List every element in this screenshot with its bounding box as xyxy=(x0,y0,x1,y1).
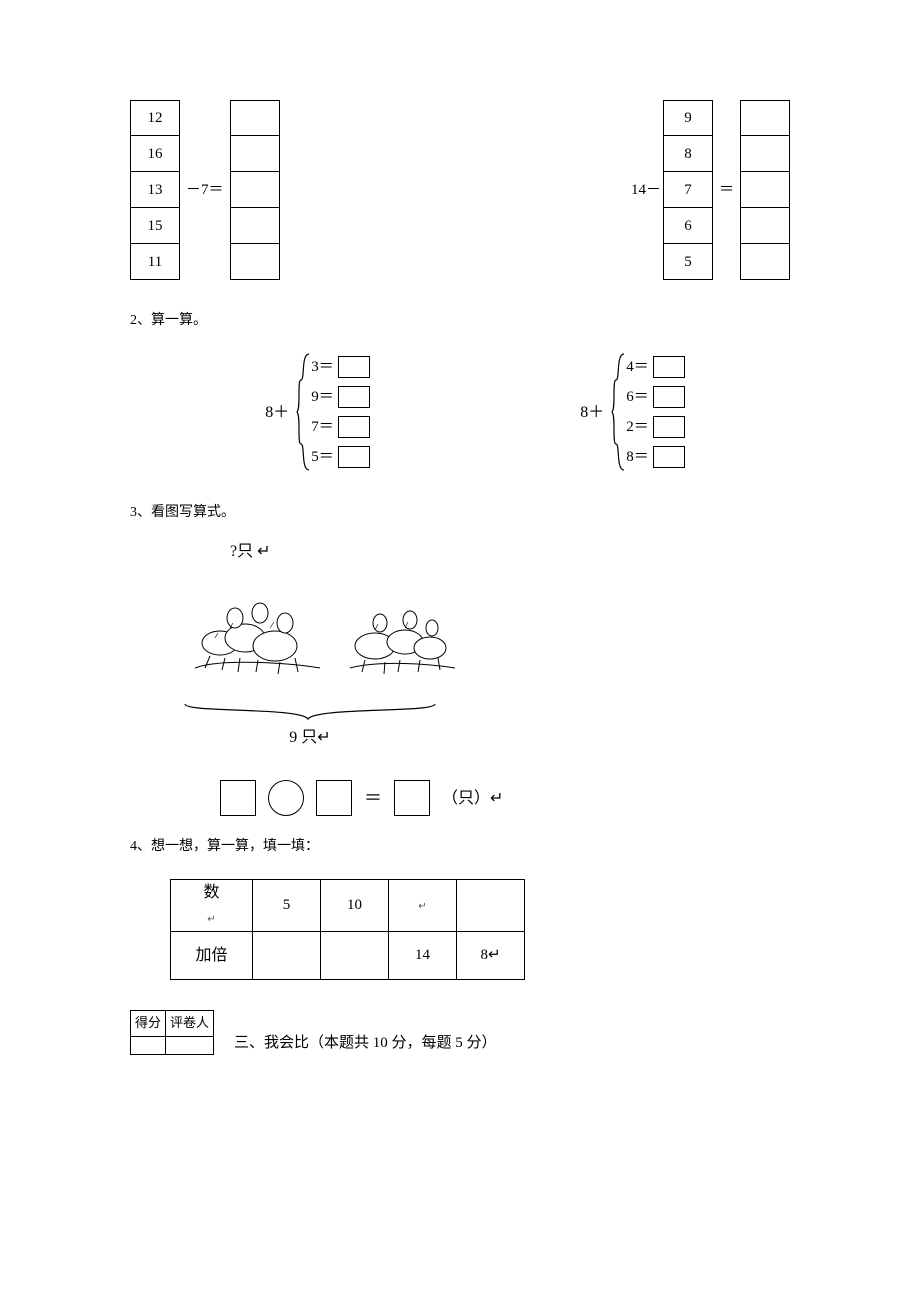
prefix: 14－ xyxy=(631,178,663,202)
answer-box[interactable] xyxy=(338,356,370,378)
curly-brace-icon xyxy=(610,352,626,472)
section4-title: 4、想一想，算一算，填一填： xyxy=(130,836,790,858)
left-input-col: 12 16 13 15 11 xyxy=(130,100,180,280)
item: 8＝ xyxy=(626,445,649,469)
cell[interactable]: ↵ xyxy=(389,879,457,931)
answer-cell[interactable] xyxy=(740,208,790,244)
item: 2＝ xyxy=(626,415,649,439)
prefix: 8＋ xyxy=(580,400,604,426)
item: 4＝ xyxy=(626,355,649,379)
problem1-left: 12 16 13 15 11 －7＝ xyxy=(130,100,280,280)
operand-box[interactable] xyxy=(316,780,352,816)
item: 7＝ xyxy=(311,415,334,439)
top-label: ?只 ↵ xyxy=(230,539,790,565)
cell[interactable] xyxy=(321,931,389,979)
cell: 8↵ xyxy=(457,931,525,979)
section-heading-row: 得分 评卷人 三、我会比（本题共 10 分，每题 5 分） xyxy=(130,1010,790,1055)
cell: 8 xyxy=(663,136,713,172)
answer-box[interactable] xyxy=(653,446,685,468)
row-label: 加倍 xyxy=(171,931,253,979)
cell: 10 xyxy=(321,879,389,931)
section2-title: 2、算一算。 xyxy=(130,310,790,332)
answer-cell[interactable] xyxy=(230,100,280,136)
answer-box[interactable] xyxy=(338,386,370,408)
cell: 5 xyxy=(663,244,713,280)
answer-box[interactable] xyxy=(653,386,685,408)
right-answer-col xyxy=(740,100,790,280)
prefix: 8＋ xyxy=(265,400,289,426)
answer-cell[interactable] xyxy=(230,172,280,208)
brace-items: 3＝ 9＝ 7＝ 5＝ xyxy=(311,355,370,469)
score-cell[interactable] xyxy=(131,1036,166,1054)
op-text: －7＝ xyxy=(180,178,230,202)
curly-brace-icon xyxy=(295,352,311,472)
cell: 12 xyxy=(130,100,180,136)
bottom-brace: 9 只↵ xyxy=(180,701,440,751)
score-header: 评卷人 xyxy=(166,1010,214,1036)
item: 9＝ xyxy=(311,385,334,409)
op-text: ＝ xyxy=(713,178,740,202)
table-row: 数↵ 5 10 ↵ xyxy=(171,879,525,931)
answer-box[interactable] xyxy=(653,356,685,378)
table-row: 加倍 14 8↵ xyxy=(171,931,525,979)
cell: 7 xyxy=(663,172,713,208)
calc-row: 8＋ 3＝ 9＝ 7＝ 5＝ 8＋ 4＝ 6＝ 2＝ 8＝ xyxy=(160,352,790,472)
item: 3＝ xyxy=(311,355,334,379)
cell: 13 xyxy=(130,172,180,208)
item: 5＝ xyxy=(311,445,334,469)
section3-title: 3、看图写算式。 xyxy=(130,502,790,524)
section-big-title: 三、我会比（本题共 10 分，每题 5 分） xyxy=(234,1031,497,1055)
answer-box[interactable] xyxy=(338,416,370,438)
problem1-right: 14－ 9 8 7 6 5 ＝ xyxy=(631,100,790,280)
brace-items: 4＝ 6＝ 2＝ 8＝ xyxy=(626,355,685,469)
equals-sign: ＝ xyxy=(364,784,382,813)
answer-cell[interactable] xyxy=(230,136,280,172)
answer-cell[interactable] xyxy=(230,208,280,244)
picture-problem: ?只 ↵ xyxy=(180,539,790,817)
cell: 14 xyxy=(389,931,457,979)
cell: 15 xyxy=(130,208,180,244)
row-label: 数↵ xyxy=(171,879,253,931)
calc-right: 8＋ 4＝ 6＝ 2＝ 8＝ xyxy=(580,352,685,472)
cell[interactable] xyxy=(253,931,321,979)
cell: 6 xyxy=(663,208,713,244)
item: 6＝ xyxy=(626,385,649,409)
equation-line: ＝ （只）↵ xyxy=(220,780,790,816)
grader-cell[interactable] xyxy=(166,1036,214,1054)
answer-cell[interactable] xyxy=(740,136,790,172)
right-input-col: 9 8 7 6 5 xyxy=(663,100,713,280)
problem1-row: 12 16 13 15 11 －7＝ 14－ 9 8 7 6 5 ＝ xyxy=(130,100,790,280)
answer-cell[interactable] xyxy=(740,244,790,280)
cell: 5 xyxy=(253,879,321,931)
cell: 16 xyxy=(130,136,180,172)
answer-box[interactable] xyxy=(653,416,685,438)
result-box[interactable] xyxy=(394,780,430,816)
answer-cell[interactable] xyxy=(740,172,790,208)
score-header: 得分 xyxy=(131,1010,166,1036)
bottom-label: 9 只↵ xyxy=(180,725,440,751)
score-box: 得分 评卷人 xyxy=(130,1010,214,1055)
cell[interactable] xyxy=(457,879,525,931)
think-table: 数↵ 5 10 ↵ 加倍 14 8↵ xyxy=(170,879,525,980)
answer-cell[interactable] xyxy=(230,244,280,280)
operand-box[interactable] xyxy=(220,780,256,816)
cell: 9 xyxy=(663,100,713,136)
unit-text: （只）↵ xyxy=(442,786,503,812)
answer-cell[interactable] xyxy=(740,100,790,136)
calc-left: 8＋ 3＝ 9＝ 7＝ 5＝ xyxy=(265,352,370,472)
answer-box[interactable] xyxy=(338,446,370,468)
animal-illustration xyxy=(180,568,480,696)
cell: 11 xyxy=(130,244,180,280)
left-answer-col xyxy=(230,100,280,280)
operator-circle[interactable] xyxy=(268,780,304,816)
